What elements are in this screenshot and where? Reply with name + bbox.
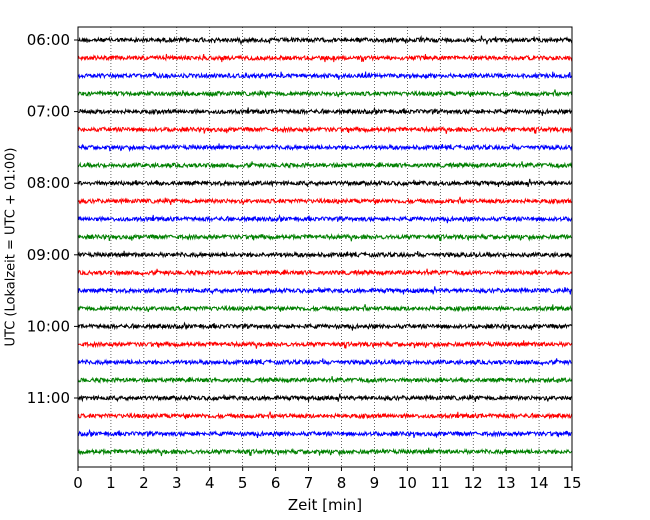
y-axis-ticks: 06:00 07:00 08:00 09:00 10:00 11:00 (27, 31, 78, 407)
y-tick-label: 07:00 (27, 103, 70, 121)
trace-line (77, 53, 573, 63)
y-tick-label: 11:00 (27, 389, 70, 407)
trace-line (77, 340, 573, 350)
x-tick-label: 9 (370, 474, 380, 492)
trace-line (77, 411, 573, 420)
x-axis-label: Zeit [min] (288, 496, 362, 514)
x-tick-label: 12 (464, 474, 483, 492)
x-tick-label: 13 (497, 474, 516, 492)
trace-line (77, 376, 573, 384)
trace-line (77, 428, 573, 439)
y-tick-label: 06:00 (27, 31, 70, 49)
x-tick-label: 5 (238, 474, 248, 492)
trace-line (77, 213, 573, 224)
trace-line (77, 321, 573, 331)
x-tick-label: 8 (337, 474, 347, 492)
y-tick-label: 10:00 (27, 317, 70, 335)
trace-line (77, 286, 573, 295)
x-tick-label: 3 (172, 474, 182, 492)
trace-line (77, 304, 573, 313)
trace-line (77, 358, 573, 367)
y-tick-label: 09:00 (27, 246, 70, 264)
x-tick-label: 14 (530, 474, 549, 492)
trace-line (77, 89, 573, 98)
x-tick-label: 4 (205, 474, 215, 492)
x-tick-label: 11 (431, 474, 450, 492)
plot-frame (77, 26, 573, 468)
y-axis-label: UTC (Lokalzeit = UTC + 01:00) (4, 148, 19, 347)
x-tick-label: 6 (271, 474, 281, 492)
x-tick-label: 7 (304, 474, 314, 492)
x-tick-label: 10 (398, 474, 417, 492)
trace-line (78, 143, 573, 153)
trace-line (77, 232, 573, 242)
x-tick-label: 2 (139, 474, 149, 492)
trace-line (77, 34, 573, 46)
trace-line (77, 196, 573, 206)
trace-line (77, 268, 573, 277)
trace-line (77, 447, 573, 457)
x-axis-ticks: 0 1 2 3 4 5 6 7 8 9 10 11 12 13 14 15 (73, 467, 582, 492)
vertical-gridlines (110, 27, 540, 467)
trace-line (77, 71, 573, 80)
trace-line (77, 161, 573, 170)
y-tick-label: 08:00 (27, 174, 70, 192)
trace-line (77, 178, 573, 188)
trace-line (77, 250, 573, 259)
x-tick-label: 0 (73, 474, 83, 492)
trace-line (77, 125, 573, 134)
trace-line (77, 393, 573, 403)
seismic-traces (77, 34, 573, 457)
x-tick-label: 1 (106, 474, 116, 492)
x-tick-label: 15 (562, 474, 581, 492)
trace-line (77, 106, 573, 116)
